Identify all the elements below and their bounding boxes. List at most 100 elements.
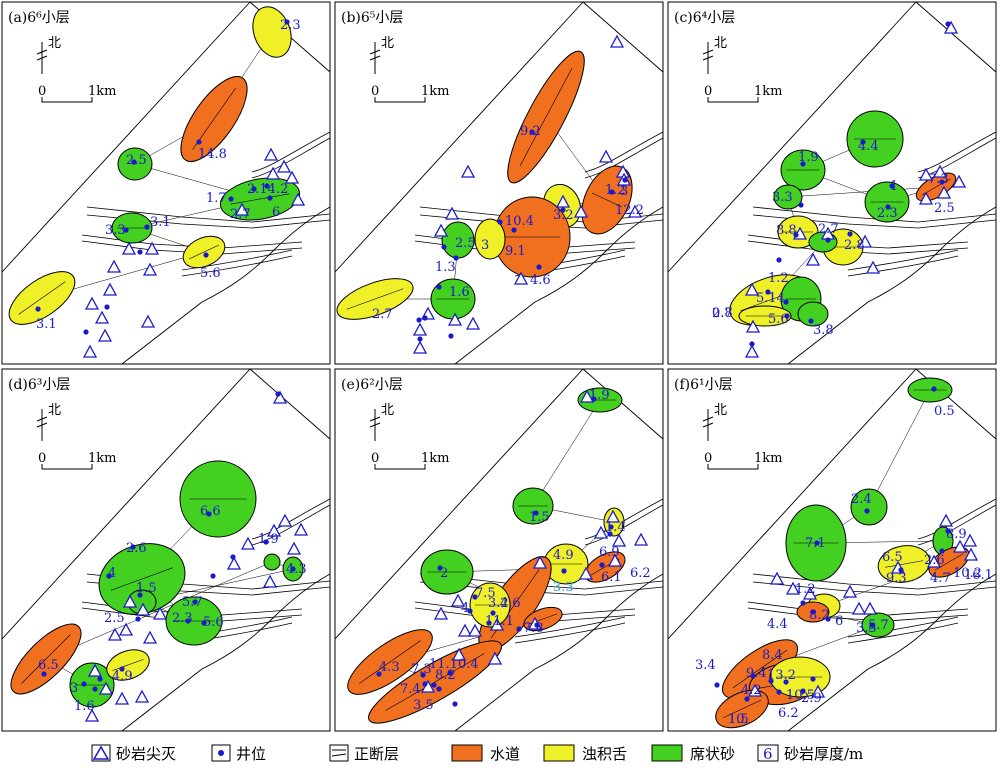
thickness-label: 6.2 <box>778 706 799 721</box>
sand-body-tb <box>252 6 292 58</box>
thickness-label: 1.3 <box>435 260 456 275</box>
thickness-label: 12.2 <box>615 203 644 218</box>
thickness-label: 2.6 <box>924 553 945 568</box>
thickness-label: 4.9 <box>112 669 133 684</box>
well-dot <box>744 696 750 702</box>
thickness-label: 3 <box>481 238 489 253</box>
sand-body-tb-axis <box>18 281 66 315</box>
pinchout-triangle <box>277 513 293 527</box>
sand-body-ch-axis <box>519 67 573 167</box>
pinchout-triangle <box>240 536 256 550</box>
sand-body-tb-axis <box>346 288 404 310</box>
thickness-label: 2.4 <box>851 492 872 507</box>
pinchout-triangle <box>433 223 449 237</box>
legend-sheet-label: 席状砂 <box>690 745 735 763</box>
pinchout-triangle <box>532 555 548 569</box>
panel-title: (b)6⁵小层 <box>341 10 403 26</box>
thickness-label: 7.3 <box>411 662 432 677</box>
well-dot <box>800 161 806 167</box>
well-dot <box>228 196 234 202</box>
pinchout-triangle <box>263 147 279 161</box>
pinchout-triangle <box>290 192 306 206</box>
boundary-line <box>582 368 664 440</box>
pinchout-triangle <box>951 174 967 188</box>
thickness-label: 4.4 <box>767 617 788 632</box>
well-dot <box>81 681 87 687</box>
sand-body-sh <box>773 184 803 210</box>
well-dot <box>453 255 459 261</box>
well-dot <box>599 562 605 568</box>
thickness-label: 4.3 <box>379 660 400 675</box>
well-dot <box>869 622 875 628</box>
normal-fault <box>86 206 331 223</box>
pinchout-triangle <box>106 259 122 273</box>
thickness-label: 5.7 <box>182 595 203 610</box>
boundary-line <box>667 1 917 273</box>
well-dot <box>784 313 790 319</box>
thickness-label: 3.2 <box>553 208 574 223</box>
north-arrow-icon <box>702 42 714 74</box>
well-dot <box>749 341 755 347</box>
sand-body-sh-axis <box>110 567 174 591</box>
thickness-label: 1.2 <box>795 582 816 597</box>
scale-end: 1km <box>88 451 116 466</box>
scale-zero: 0 <box>38 451 46 466</box>
thickness-label: 6 <box>835 614 843 629</box>
pinchout-triangle <box>142 630 158 644</box>
thickness-label: 2.7 <box>818 222 839 237</box>
thickness-label: 3.3 <box>856 621 877 636</box>
thickness-label: 4.6 <box>530 273 551 288</box>
north-arrow-icon <box>36 409 48 441</box>
normal-fault <box>847 255 959 277</box>
thickness-label: 4.7 <box>930 571 951 586</box>
thickness-label: 3.5 <box>413 698 434 713</box>
boundary-line <box>454 301 536 365</box>
panel-title: (d)6³小层 <box>8 377 70 393</box>
pinchout-triangle <box>412 340 428 354</box>
legend-thickness-box <box>757 744 779 762</box>
pinchout-triangle <box>447 312 463 326</box>
normal-fault <box>847 249 959 271</box>
thickness-label: 2.14.2 <box>247 182 288 197</box>
thickness-label: 7.3 <box>928 172 949 187</box>
well-dot <box>825 237 831 243</box>
thickness-label: 5.7 <box>868 618 889 633</box>
pinchout-triangle <box>444 206 460 220</box>
north-label: 北 <box>714 403 727 418</box>
thickness-label: 1.9 <box>798 150 819 165</box>
legend-pinchout: 砂岩尖灭 <box>91 744 176 763</box>
scale-end: 1km <box>421 84 449 99</box>
legend-well-label: 井位 <box>236 745 266 763</box>
well-dot <box>83 329 89 335</box>
well-dot <box>416 317 422 323</box>
pinchout-triangle <box>769 571 785 585</box>
pinchout-triangle <box>286 541 302 555</box>
boundary-line <box>201 206 331 303</box>
thickness-label: 5.6 <box>200 266 221 281</box>
thickness-label: 6 <box>272 205 280 220</box>
legend-fault-box <box>329 744 349 762</box>
pinchout-triangle <box>926 554 942 568</box>
boundary-line <box>534 573 664 670</box>
map-panel-5: 北 0 1km 1.9 1.5 1.4 4.9 6.9 3.3 6.1 6.2 2 7.5 4 3.24.6… <box>334 368 664 732</box>
pinchout-triangle <box>943 20 959 34</box>
pinchout-triangle <box>573 204 589 218</box>
pinchout-triangle <box>465 316 481 330</box>
thickness-label: 9.4 <box>746 666 767 681</box>
pinchout-triangle <box>262 574 278 588</box>
well-dot <box>437 565 443 571</box>
well-dot <box>376 671 382 677</box>
well-dot <box>263 539 269 545</box>
north-arrow-icon <box>36 42 48 74</box>
legend-channel: 水道 <box>451 744 520 763</box>
pinchout-triangle <box>102 282 118 296</box>
thickness-label: 2.8 <box>844 238 865 253</box>
sand-body-tb-axis <box>884 560 924 568</box>
flow-line <box>868 389 931 508</box>
thickness-label: 10.2 <box>953 566 982 581</box>
boundary-line <box>454 668 536 732</box>
sand-body-ch-axis <box>385 653 485 711</box>
thickness-label: 4.2 <box>741 683 762 698</box>
pinchout-triangle <box>513 271 529 285</box>
pinchout-triangle <box>451 647 467 661</box>
